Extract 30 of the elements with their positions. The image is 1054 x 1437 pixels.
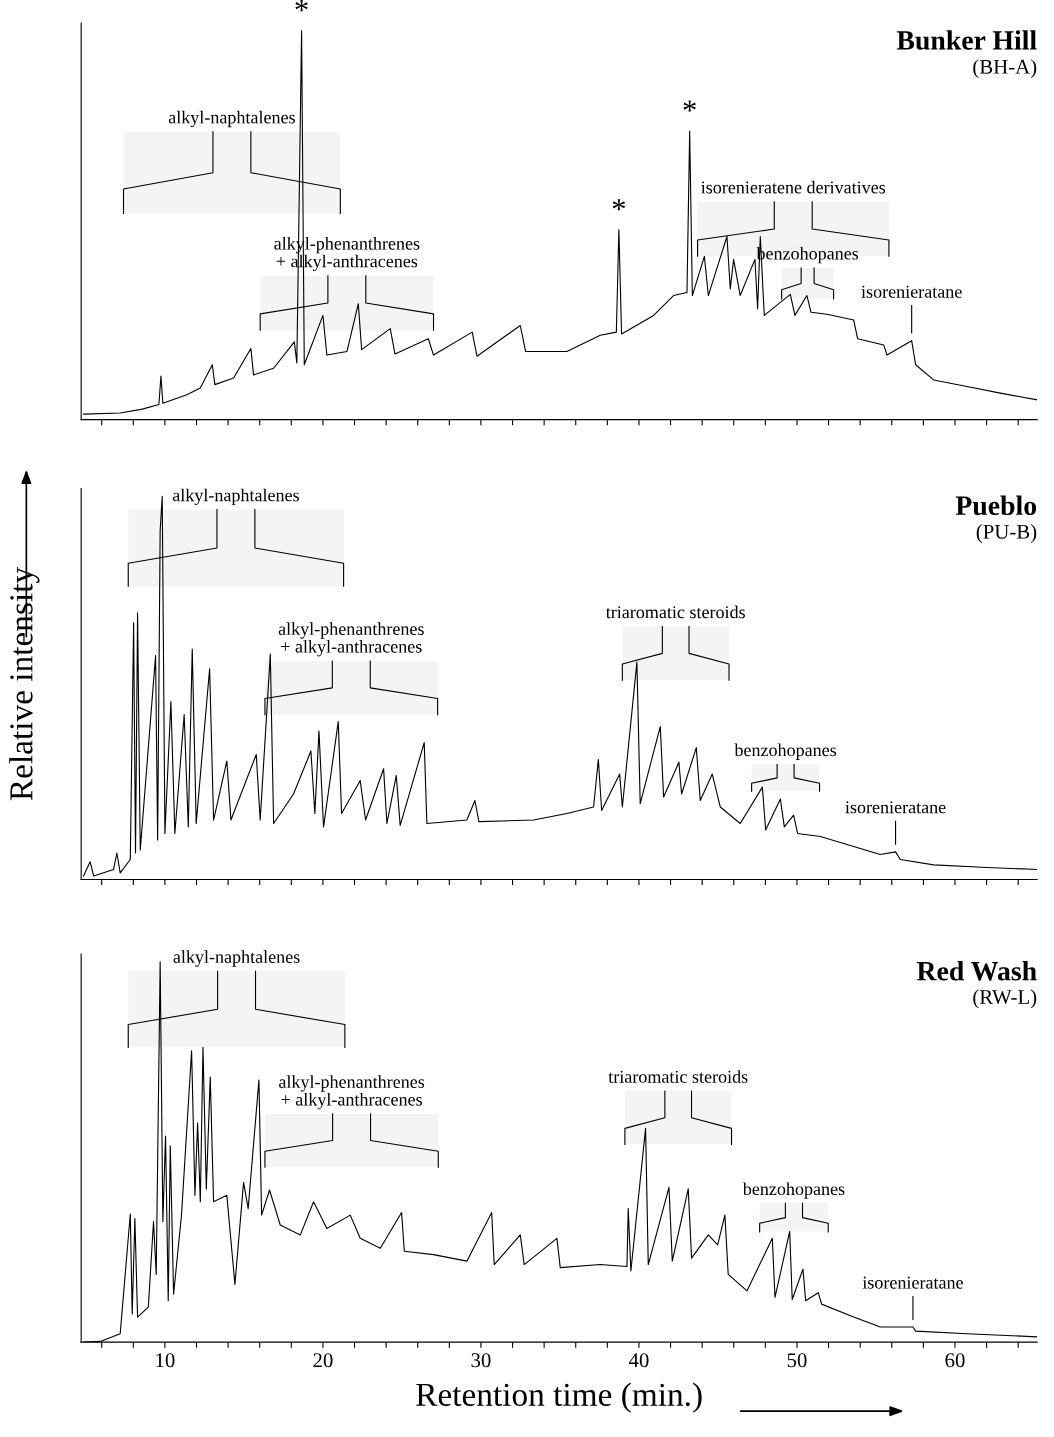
x-tick-label: 60 — [945, 1353, 965, 1368]
chart-title: Pueblo — [955, 495, 1037, 516]
annotation: isorenieratane — [845, 801, 946, 814]
annotation: * — [683, 100, 696, 112]
x-tick-label: 30 — [471, 1353, 491, 1368]
band-label: alkyl-phenanthrenes + alkyl-anthracenes — [279, 1075, 425, 1110]
text: (RW-L) — [973, 989, 1037, 1009]
band-label: triaromatic steroids — [608, 1070, 748, 1083]
y-axis-title: Relative intensity — [9, 567, 40, 801]
chart-title: Red Wash — [916, 960, 1037, 981]
chart-title: Bunker Hill — [896, 30, 1037, 50]
band-label: alkyl-phenanthrenes + alkyl-anthracenes — [278, 622, 424, 657]
band-label: benzohopanes — [742, 1182, 845, 1199]
annotation: * — [295, 0, 308, 12]
band-label: isorenieratene derivatives — [701, 180, 886, 194]
band-label: alkyl-naphtalenes — [168, 110, 295, 128]
x-tick-label: 50 — [787, 1353, 807, 1368]
annotation: * — [612, 199, 626, 211]
x-tick-label: 20 — [313, 1353, 333, 1368]
text: (BH-A) — [973, 59, 1037, 79]
annotation: isorenieratane — [861, 285, 962, 298]
x-tick-label: 10 — [156, 1353, 175, 1368]
x-tick-label: 40 — [628, 1353, 649, 1368]
annotation: isorenieratane — [862, 1276, 963, 1289]
band-label: alkyl-naphtalenes — [173, 950, 300, 967]
text: (PU-B) — [976, 524, 1037, 543]
band-label: alkyl-naphtalenes — [172, 488, 299, 506]
x-axis-title: Retention time (min.) — [416, 1382, 702, 1413]
band-label: benzohopanes — [734, 743, 837, 760]
band-label: triaromatic steroids — [605, 605, 745, 619]
